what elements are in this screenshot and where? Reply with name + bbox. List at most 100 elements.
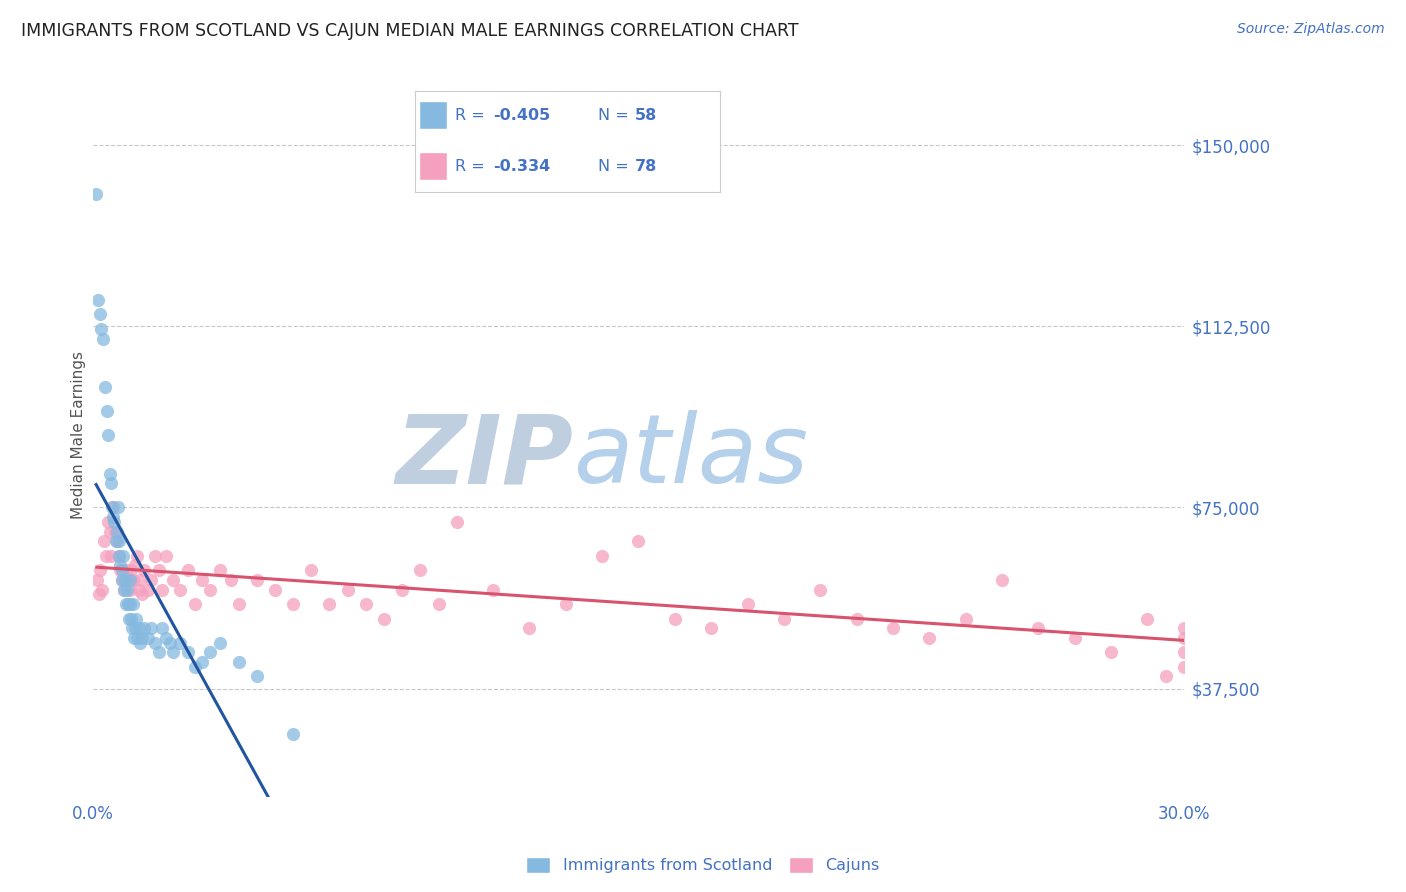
Legend: Immigrants from Scotland, Cajuns: Immigrants from Scotland, Cajuns <box>520 850 886 880</box>
Point <box>87 587 110 601</box>
Point <box>115 597 138 611</box>
Point <box>115 563 138 577</box>
Point <box>122 631 145 645</box>
Point <box>128 621 150 635</box>
Point <box>120 611 142 625</box>
Point <box>124 621 146 635</box>
Point <box>918 631 941 645</box>
Point <box>373 611 395 625</box>
Point <box>89 563 111 577</box>
Y-axis label: Median Male Earnings: Median Male Earnings <box>72 351 86 519</box>
Point <box>100 476 122 491</box>
Point <box>105 534 128 549</box>
Point <box>737 597 759 611</box>
Point <box>198 645 221 659</box>
Point <box>191 573 214 587</box>
Point <box>117 597 139 611</box>
Point <box>150 582 173 597</box>
Point <box>155 631 177 645</box>
Point <box>107 500 129 515</box>
Point <box>209 635 232 649</box>
Point <box>209 563 232 577</box>
Point <box>155 549 177 563</box>
Point <box>91 582 114 597</box>
Point <box>104 524 127 539</box>
Point <box>150 621 173 635</box>
Point <box>446 515 468 529</box>
Point <box>1136 611 1159 625</box>
Point <box>482 582 505 597</box>
Point <box>141 621 163 635</box>
Point <box>148 563 170 577</box>
Point <box>336 582 359 597</box>
Point <box>228 655 250 669</box>
Point <box>115 582 138 597</box>
Point <box>184 660 207 674</box>
Point <box>700 621 723 635</box>
Point <box>143 635 166 649</box>
Point <box>86 293 108 307</box>
Point <box>991 573 1014 587</box>
Point <box>1099 645 1122 659</box>
Point <box>86 573 108 587</box>
Point <box>121 621 143 635</box>
Point <box>1063 631 1085 645</box>
Point <box>101 510 124 524</box>
Point <box>125 631 148 645</box>
Point <box>162 645 184 659</box>
Point <box>354 597 377 611</box>
Point <box>162 573 184 587</box>
Point <box>101 500 124 515</box>
Point <box>132 621 155 635</box>
Point <box>101 500 124 515</box>
Point <box>177 563 200 577</box>
Point <box>98 524 121 539</box>
Point <box>773 611 796 625</box>
Point <box>131 587 153 601</box>
Point <box>94 549 117 563</box>
Point <box>111 573 134 587</box>
Point <box>591 549 613 563</box>
Text: IMMIGRANTS FROM SCOTLAND VS CAJUN MEDIAN MALE EARNINGS CORRELATION CHART: IMMIGRANTS FROM SCOTLAND VS CAJUN MEDIAN… <box>21 22 799 40</box>
Point <box>108 534 131 549</box>
Point <box>107 549 129 563</box>
Point <box>1173 621 1195 635</box>
Point <box>409 563 432 577</box>
Point <box>169 635 191 649</box>
Point <box>143 549 166 563</box>
Point <box>97 428 120 442</box>
Point <box>427 597 450 611</box>
Point <box>148 645 170 659</box>
Point <box>159 635 181 649</box>
Point <box>110 563 132 577</box>
Point <box>110 563 132 577</box>
Point <box>129 573 152 587</box>
Point <box>120 597 142 611</box>
Point <box>125 611 148 625</box>
Point <box>111 549 134 563</box>
Point <box>100 549 122 563</box>
Point <box>104 534 127 549</box>
Point <box>141 573 163 587</box>
Point <box>191 655 214 669</box>
Point <box>90 322 112 336</box>
Text: Source: ZipAtlas.com: Source: ZipAtlas.com <box>1237 22 1385 37</box>
Point <box>264 582 287 597</box>
Point <box>221 573 243 587</box>
Point <box>103 515 125 529</box>
Point <box>122 597 145 611</box>
Point <box>554 597 576 611</box>
Point <box>89 307 111 321</box>
Point <box>93 331 115 345</box>
Point <box>845 611 868 625</box>
Point <box>105 524 128 539</box>
Point <box>131 631 153 645</box>
Point <box>114 573 136 587</box>
Point <box>132 563 155 577</box>
Point <box>118 582 141 597</box>
Point <box>107 549 129 563</box>
Point <box>882 621 904 635</box>
Point <box>112 582 135 597</box>
Point <box>110 558 132 573</box>
Point <box>120 563 142 577</box>
